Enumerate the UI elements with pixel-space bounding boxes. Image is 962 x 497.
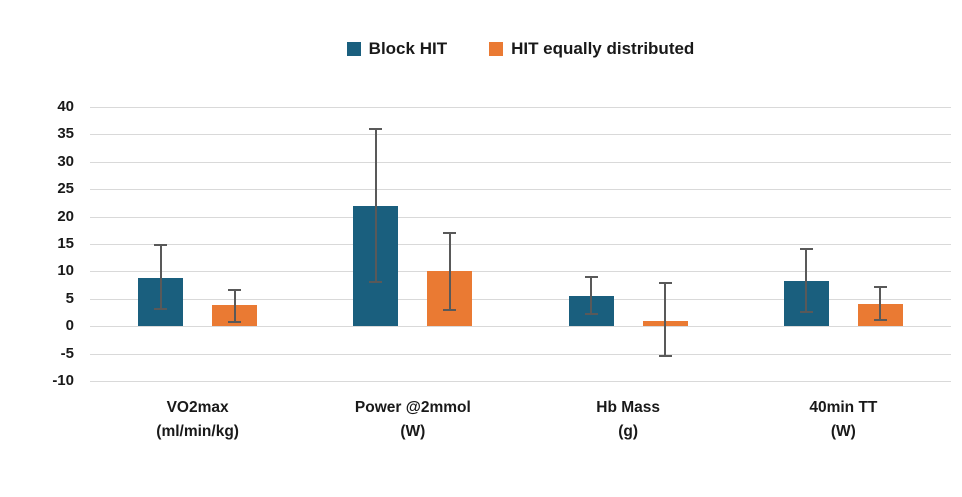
y-axis-tick-label: 10	[57, 262, 74, 280]
y-axis-tick-label: 40	[57, 98, 74, 115]
legend-swatch-icon	[489, 42, 504, 56]
error-bar-line	[233, 290, 236, 322]
y-axis-tick-label: 15	[57, 235, 74, 252]
legend-label: HIT equally distributed	[511, 39, 695, 58]
legend-item: Block HIT	[346, 39, 448, 59]
legend-item: HIT equally distributed	[489, 39, 694, 59]
gridline	[90, 326, 951, 328]
error-bar-line	[448, 233, 451, 310]
gridline	[90, 381, 951, 382]
y-axis-tick-label: -10	[52, 372, 74, 389]
error-bar-cap	[873, 285, 887, 288]
category-unit: (W)	[400, 423, 426, 440]
error-bar-cap	[369, 127, 383, 130]
y-axis-tick-label: -5	[60, 344, 74, 362]
error-bar-cap	[154, 308, 168, 311]
error-bar-cap	[658, 282, 672, 285]
error-bar-cap	[154, 244, 168, 247]
y-axis-tick-label: 30	[57, 152, 74, 170]
error-bar-cap	[584, 275, 598, 278]
category-label: Hb Mass (g)	[518, 396, 738, 444]
category-name: Power @2mmol	[354, 399, 471, 416]
error-bar-cap	[658, 355, 672, 358]
category-label: VO2max (ml/min/kg)	[88, 396, 308, 444]
error-bar-line	[590, 276, 593, 315]
y-axis-tick-label: 20	[57, 207, 74, 225]
error-bar-cap	[443, 308, 457, 311]
y-axis-tick-label: 25	[57, 180, 74, 198]
y-axis-tick-label: 5	[65, 289, 74, 307]
gridline	[90, 216, 951, 218]
gridline	[90, 244, 951, 245]
gridline	[90, 353, 951, 355]
category-unit: (g)	[618, 423, 639, 440]
error-bar-cap	[228, 289, 242, 292]
legend: Block HIT HIT equally distributed	[90, 38, 951, 60]
error-bar-cap	[443, 232, 457, 235]
error-bar-cap	[799, 248, 813, 251]
error-bar-cap	[228, 320, 242, 323]
category-label: 40min TT (W)	[733, 396, 953, 444]
error-bar-cap	[369, 281, 383, 284]
error-bar-line	[664, 283, 667, 357]
category-label: Power @2mmol (W)	[303, 396, 523, 444]
category-name: 40min TT	[809, 399, 878, 416]
error-bar-line	[374, 128, 377, 283]
gridline	[90, 271, 951, 273]
gridline	[90, 298, 951, 300]
gridline	[90, 107, 951, 108]
y-axis-tick-label: 0	[65, 317, 74, 335]
error-bar-line	[879, 286, 882, 321]
legend-swatch-icon	[346, 42, 361, 56]
category-name: Hb Mass	[596, 399, 660, 416]
gridline	[90, 134, 951, 136]
gridline	[90, 189, 951, 191]
y-axis-tick-label: 35	[57, 125, 74, 143]
category-name: VO2max	[166, 399, 229, 416]
legend-label: Block HIT	[368, 39, 448, 58]
error-bar-cap	[799, 310, 813, 313]
gridline	[90, 161, 951, 163]
error-bar-line	[805, 249, 808, 312]
error-bar-cap	[873, 319, 887, 322]
category-unit: (W)	[830, 423, 856, 440]
error-bar-line	[159, 245, 162, 310]
error-bar-cap	[584, 313, 598, 316]
category-unit: (ml/min/kg)	[156, 423, 239, 440]
